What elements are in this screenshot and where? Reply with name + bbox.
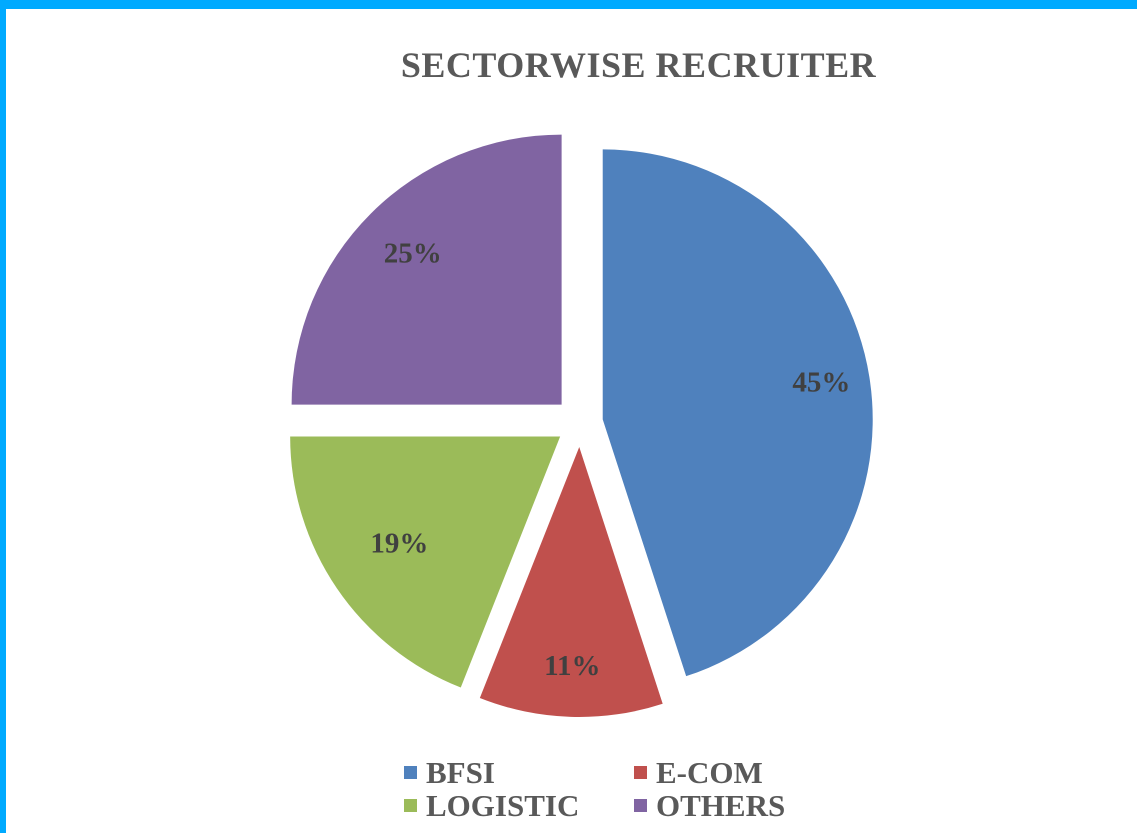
- chart-legend: BFSI E-COM LOGISTIC OTHERS: [404, 754, 834, 823]
- legend-swatch-ecom: [634, 766, 647, 779]
- legend-item-logistic: LOGISTIC: [404, 787, 634, 823]
- legend-item-ecom: E-COM: [634, 754, 834, 790]
- legend-label-ecom: E-COM: [656, 754, 763, 790]
- legend-label-logistic: LOGISTIC: [426, 787, 580, 823]
- pie-slice-others: [291, 134, 562, 405]
- pie-slice-ecom: [479, 446, 663, 717]
- data-label-ecom: 11%: [544, 650, 600, 682]
- data-label-bfsi: 45%: [792, 366, 850, 398]
- legend-item-others: OTHERS: [634, 787, 834, 823]
- legend-swatch-others: [634, 799, 647, 812]
- data-label-others: 25%: [384, 237, 442, 269]
- legend-label-others: OTHERS: [656, 787, 786, 823]
- legend-swatch-bfsi: [404, 766, 417, 779]
- chart-title: SECTORWISE RECRUITER: [400, 45, 877, 85]
- data-label-logistic: 19%: [370, 527, 428, 559]
- legend-label-bfsi: BFSI: [426, 754, 495, 790]
- pie-slice-bfsi: [602, 149, 873, 677]
- legend-swatch-logistic: [404, 799, 417, 812]
- legend-item-bfsi: BFSI: [404, 754, 634, 790]
- pie-slice-logistic: [290, 436, 561, 688]
